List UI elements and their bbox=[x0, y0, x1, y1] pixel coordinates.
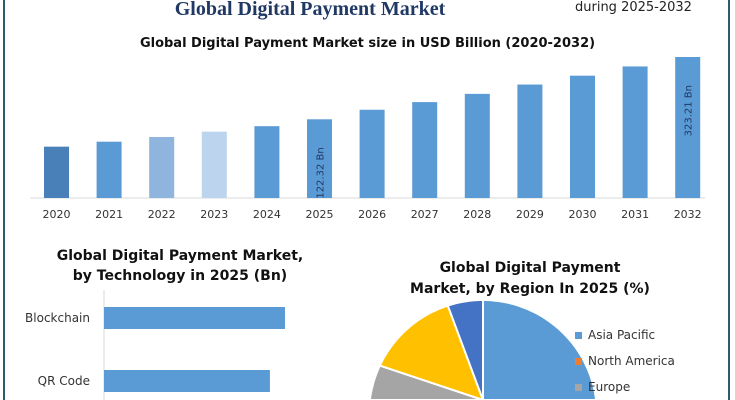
bar-blockchain bbox=[104, 307, 285, 329]
frame-border bbox=[3, 0, 730, 400]
x-tick-label: 2031 bbox=[621, 208, 649, 221]
pie-legend: Asia Pacific North America Europe bbox=[575, 322, 675, 400]
x-tick-label: 2024 bbox=[253, 208, 281, 221]
legend-swatch bbox=[575, 331, 582, 339]
legend-label: Europe bbox=[588, 380, 631, 394]
legend-label: Asia Pacific bbox=[588, 328, 656, 342]
y-tick-label: Blockchain bbox=[25, 311, 90, 325]
x-tick-label: 2025 bbox=[306, 208, 334, 221]
x-tick-label: 2026 bbox=[358, 208, 386, 221]
data-label-2025: 122.32 Bn bbox=[316, 147, 327, 198]
legend-swatch bbox=[575, 357, 582, 365]
data-label-2032: 323.21 Bn bbox=[684, 85, 695, 136]
x-tick-label: 2020 bbox=[43, 208, 71, 221]
x-tick-label: 2030 bbox=[569, 208, 597, 221]
bar-2027 bbox=[412, 102, 438, 198]
x-tick-label: 2022 bbox=[148, 208, 176, 221]
legend-item: North America bbox=[575, 348, 675, 374]
bar-2024 bbox=[254, 126, 280, 198]
legend-swatch bbox=[575, 383, 582, 391]
x-tick-label: 2029 bbox=[516, 208, 544, 221]
pie-slice-4 bbox=[446, 299, 484, 400]
bar-2023 bbox=[201, 131, 227, 198]
bar-2032 bbox=[675, 57, 701, 198]
bar-2028 bbox=[464, 93, 490, 198]
region-chart-title: Global Digital Payment Market, by Region… bbox=[410, 260, 650, 297]
bar-2025 bbox=[307, 119, 332, 198]
bar-2029 bbox=[517, 84, 543, 198]
pie-slice-3 bbox=[378, 304, 484, 400]
x-tick-label: 2021 bbox=[95, 208, 123, 221]
corner-note: during 2025-2032 bbox=[575, 0, 692, 15]
x-tick-label: 2023 bbox=[200, 208, 228, 221]
x-tick-label: 2032 bbox=[674, 208, 702, 221]
technology-chart-title: Global Digital Payment Market, by Techno… bbox=[56, 248, 304, 284]
bar-2022 bbox=[149, 136, 175, 198]
bar-2020 bbox=[44, 146, 69, 198]
x-tick-label: 2028 bbox=[463, 208, 491, 221]
market-size-chart-title: Global Digital Payment Market size in US… bbox=[139, 36, 596, 51]
bar-qr-code bbox=[104, 370, 270, 392]
pie-slice-asia-pacific bbox=[482, 299, 598, 400]
bar-2031 bbox=[622, 66, 648, 199]
bar-2026 bbox=[359, 109, 385, 198]
page-title: Global Digital Payment Market bbox=[174, 0, 446, 20]
legend-item: Asia Pacific bbox=[575, 322, 675, 348]
legend-item: Europe bbox=[575, 374, 675, 400]
y-tick-label: QR Code bbox=[38, 374, 90, 388]
bar-2030 bbox=[570, 75, 595, 198]
bar-2021 bbox=[96, 141, 122, 198]
legend-label: North America bbox=[588, 354, 675, 368]
x-tick-label: 2027 bbox=[411, 208, 439, 221]
